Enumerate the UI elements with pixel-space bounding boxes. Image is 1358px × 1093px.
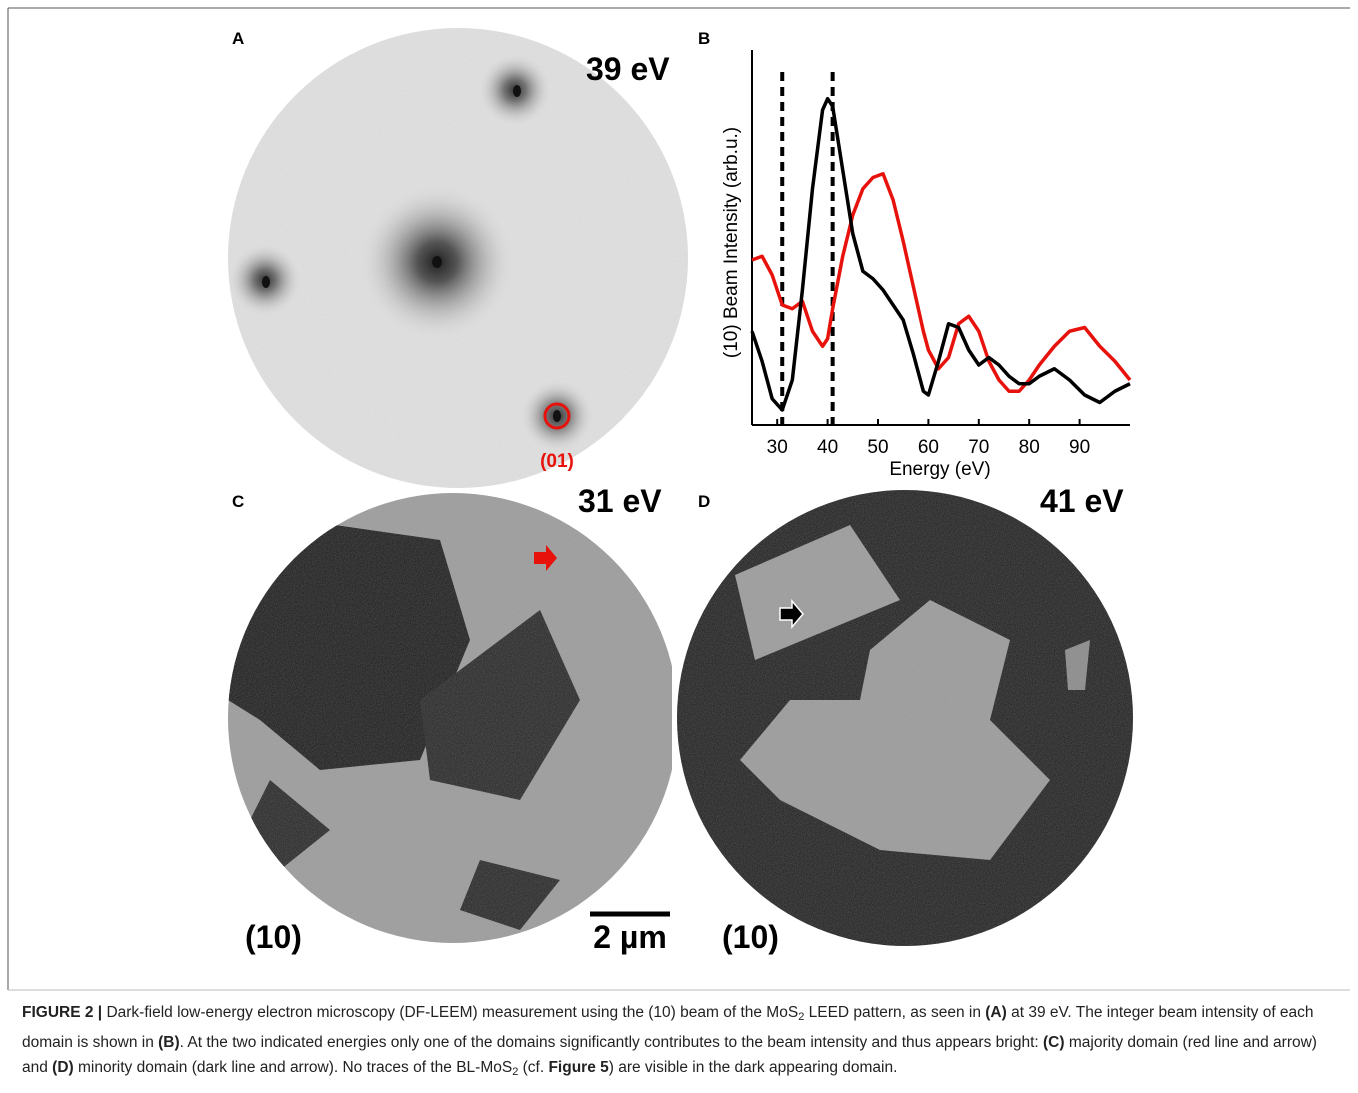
- panel-a-image: [227, 28, 688, 488]
- x-tick-label: 30: [767, 437, 788, 458]
- beam-label: (10): [722, 919, 779, 955]
- caption-text: (cf.: [518, 1059, 548, 1076]
- x-tick-label: 80: [1019, 437, 1040, 458]
- caption-text: (C): [1043, 1034, 1065, 1051]
- chart: 30 40 50 60 70 80 90 Energy (eV) (10) Beam Inten…: [721, 50, 1130, 480]
- caption-text: . At the two indicated energies only one…: [180, 1034, 1043, 1051]
- panel-label: B: [698, 29, 710, 48]
- energy-label: 39 eV: [586, 51, 670, 87]
- panel-d-image: [676, 490, 1136, 950]
- energy-label: 41 eV: [1040, 483, 1124, 519]
- x-tick-label: 40: [817, 437, 838, 458]
- scale-label: 2 µm: [593, 919, 667, 955]
- x-axis-label: Energy (eV): [889, 459, 990, 480]
- caption-text: Dark-field low-energy electron microscop…: [102, 1004, 798, 1021]
- caption-text: LEED pattern, as seen in: [804, 1004, 985, 1021]
- panel-label: D: [698, 492, 710, 511]
- energy-label: 31 eV: [578, 483, 662, 519]
- caption-text: (D): [52, 1059, 74, 1076]
- caption-text: Figure 5: [548, 1059, 608, 1076]
- caption-text: minority domain (dark line and arrow). N…: [74, 1059, 512, 1076]
- y-axis-label: (10) Beam Intensity (arb.u.): [721, 127, 742, 358]
- x-tick-label: 90: [1069, 437, 1090, 458]
- panel-label: C: [232, 492, 244, 511]
- caption-text: (A): [985, 1004, 1007, 1021]
- caption-text: ) are visible in the dark appearing doma…: [609, 1059, 898, 1076]
- x-tick-label: 50: [867, 437, 888, 458]
- data-line: [752, 174, 1130, 392]
- spot-label: (01): [540, 451, 574, 472]
- x-tick-label: 60: [918, 437, 939, 458]
- beam-label: (10): [245, 919, 302, 955]
- caption: FIGURE 2 | Dark-field low-energy electro…: [22, 1000, 1340, 1085]
- x-tick-label: 70: [968, 437, 989, 458]
- panel-label: A: [232, 29, 244, 48]
- panel-c-image: [228, 493, 692, 943]
- figure: A 39 eV (01) B 30 40 50 60 70 80 90 Energy (eV)…: [0, 0, 1358, 995]
- caption-text: (B): [158, 1034, 180, 1051]
- caption-label: FIGURE 2 |: [22, 1004, 102, 1021]
- page: {"panels": {"a": {"label": "A", "energy"…: [0, 0, 1358, 1093]
- data-line: [752, 99, 1130, 410]
